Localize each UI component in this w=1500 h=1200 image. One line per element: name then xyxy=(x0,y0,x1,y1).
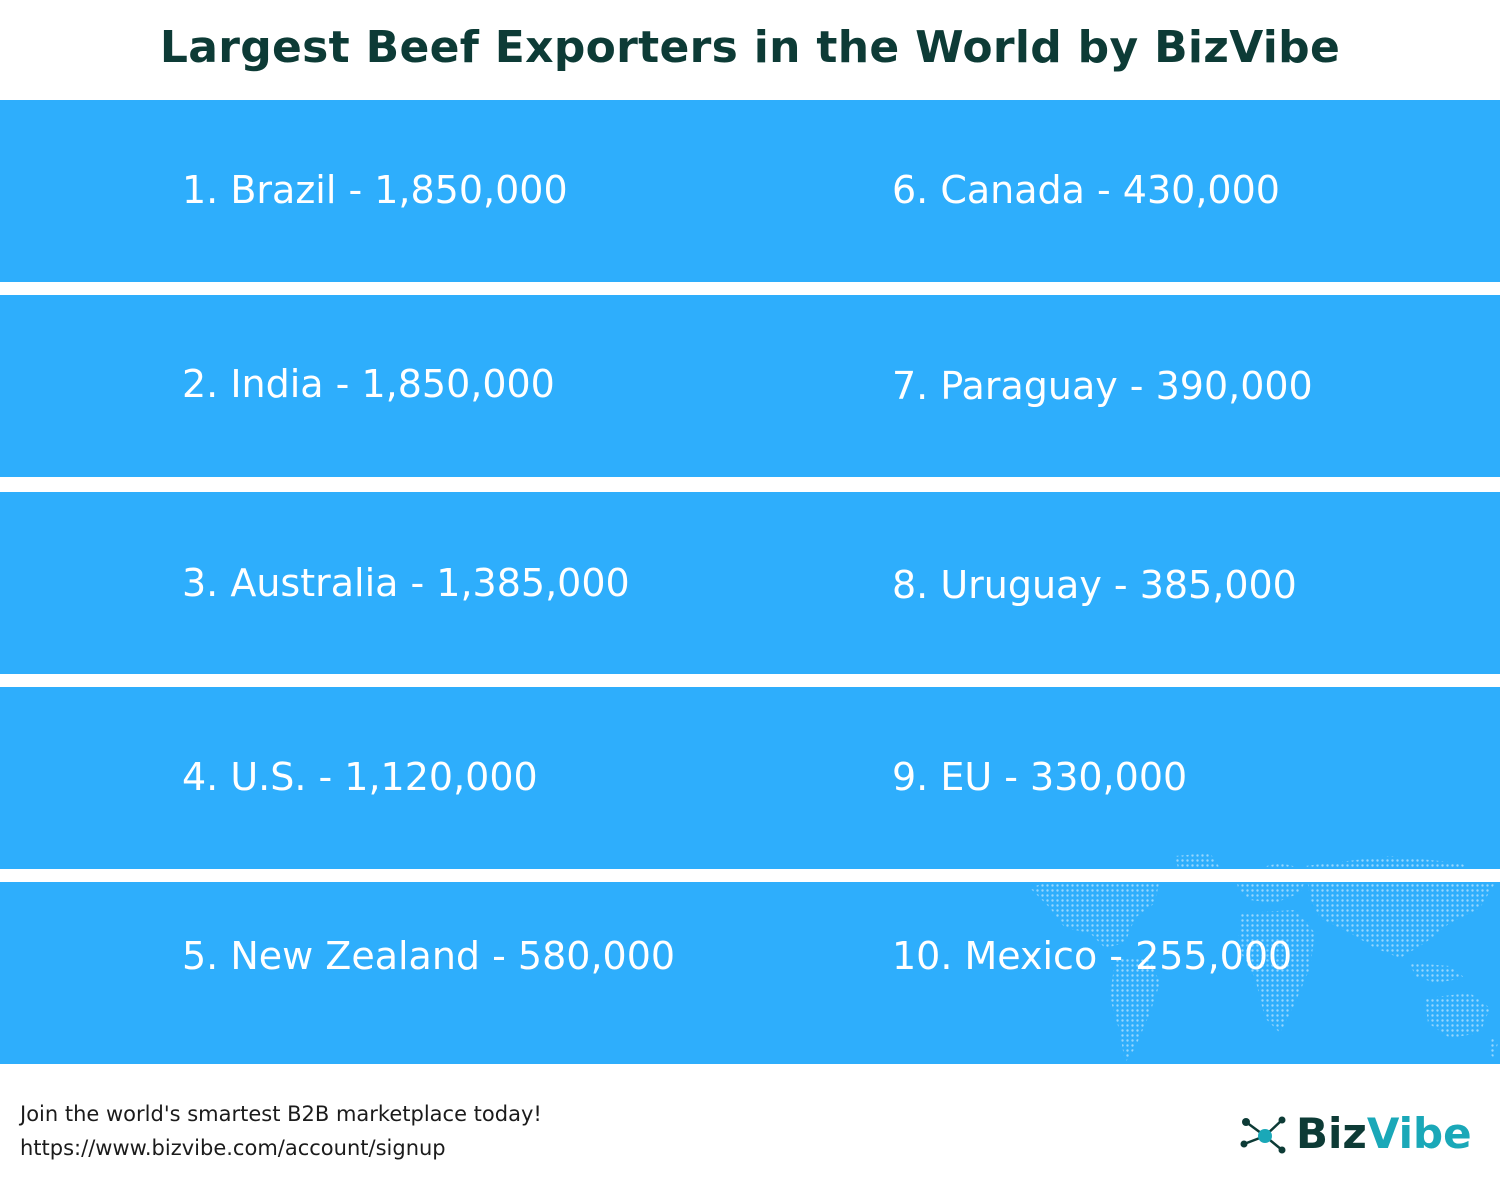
ranking-item-10: 10. Mexico - 255,000 xyxy=(892,934,1293,978)
ranking-item-4: 4. U.S. - 1,120,000 xyxy=(182,755,538,799)
ranking-item-2: 2. India - 1,850,000 xyxy=(182,362,555,406)
footer-tagline: Join the world's smartest B2B marketplac… xyxy=(20,1102,542,1126)
logo-wordmark: BizVibe xyxy=(1296,1108,1472,1160)
ranking-item-3: 3. Australia - 1,385,000 xyxy=(182,561,630,605)
row-band-5 xyxy=(0,882,1500,1064)
world-map-graphic xyxy=(1030,853,1498,1063)
ranking-item-1: 1. Brazil - 1,850,000 xyxy=(182,168,568,212)
ranking-item-7: 7. Paraguay - 390,000 xyxy=(892,364,1313,408)
network-nodes-icon xyxy=(1240,1116,1286,1154)
bizvibe-logo: BizVibe xyxy=(1238,1108,1478,1160)
ranking-item-6: 6. Canada - 430,000 xyxy=(892,168,1280,212)
ranking-item-9: 9. EU - 330,000 xyxy=(892,755,1188,799)
signup-link[interactable]: https://www.bizvibe.com/account/signup xyxy=(20,1136,446,1160)
ranking-item-5: 5. New Zealand - 580,000 xyxy=(182,934,676,978)
logo-text-vibe: Vibe xyxy=(1366,1109,1472,1158)
row-band-4 xyxy=(0,687,1500,869)
page-title: Largest Beef Exporters in the World by B… xyxy=(159,22,1341,73)
row-band-2 xyxy=(0,295,1500,477)
row-band-3 xyxy=(0,492,1500,674)
logo-text-biz: Biz xyxy=(1296,1109,1367,1158)
row-band-1 xyxy=(0,100,1500,282)
ranking-item-8: 8. Uruguay - 385,000 xyxy=(892,563,1297,607)
